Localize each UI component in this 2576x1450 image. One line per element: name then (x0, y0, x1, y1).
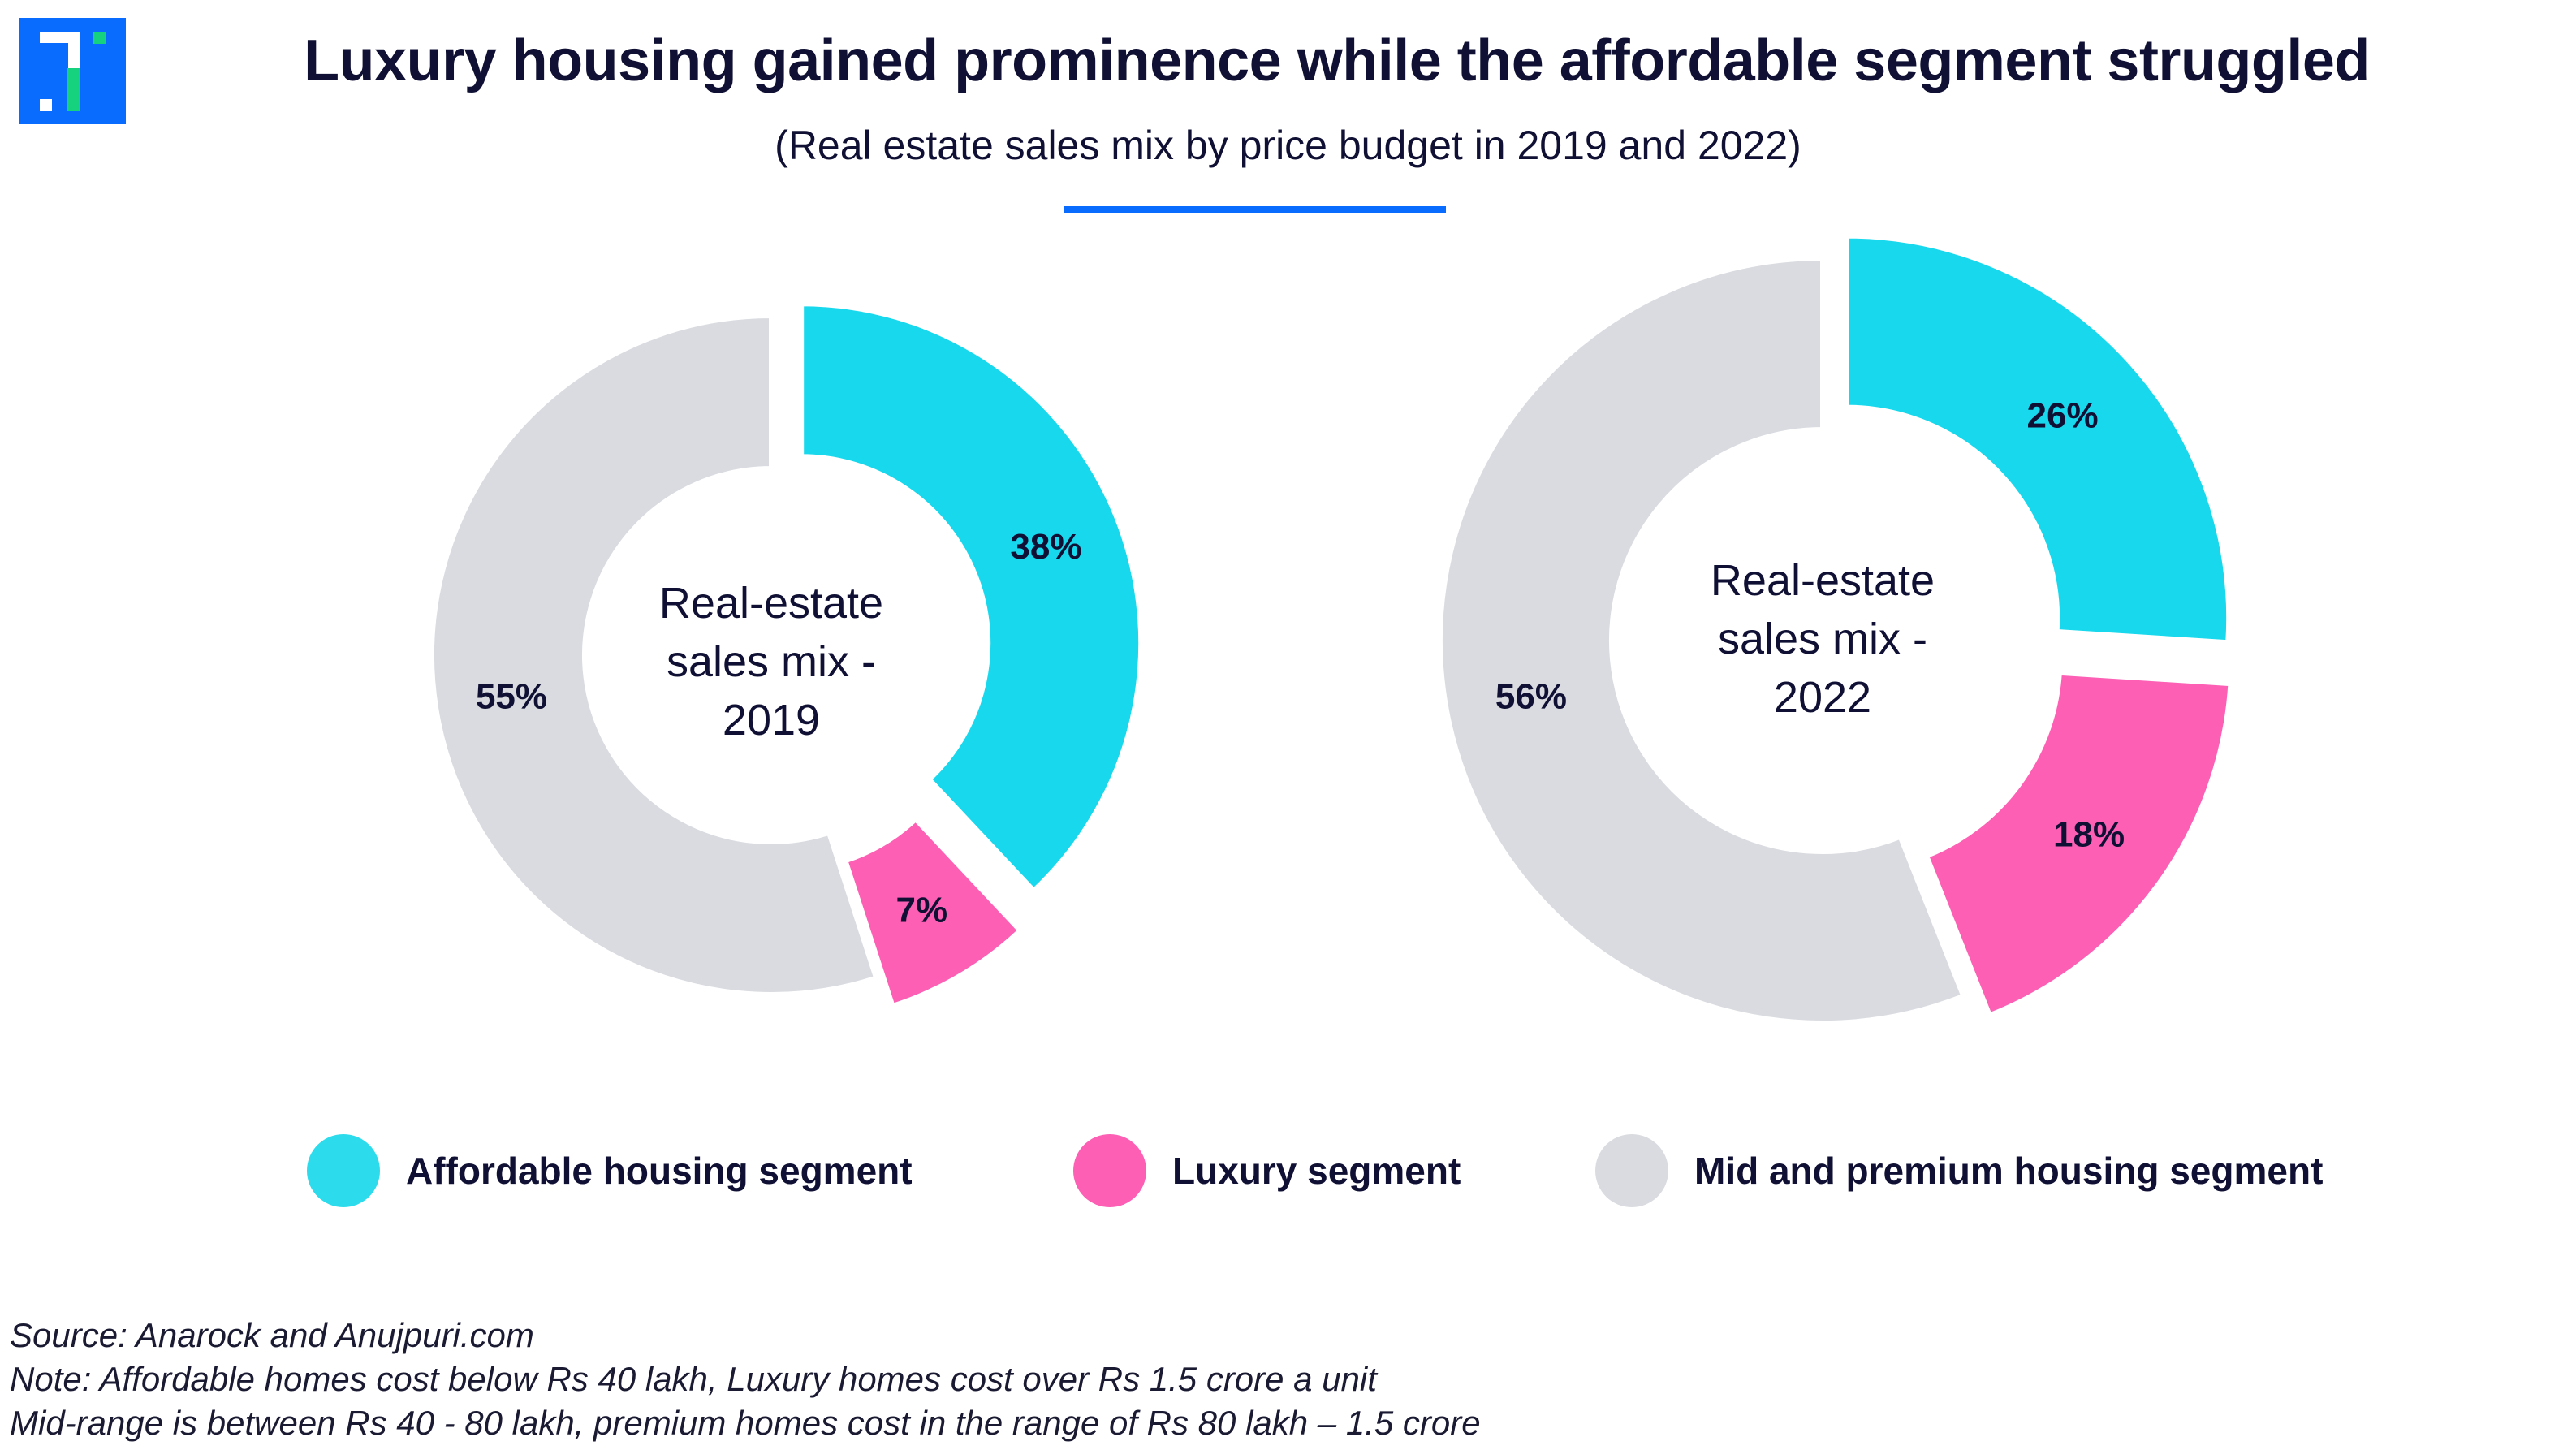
brand-logo-icon (19, 18, 126, 124)
donut-slice-luxury (1923, 670, 2233, 1019)
donut-center-label: sales mix - (1718, 615, 1927, 663)
donut-slice-affordable (799, 301, 1144, 895)
donut-2022: 26% 18% 56% Real-estate sales mix - 2022 (1437, 233, 2233, 1025)
footnotes: Source: Anarock and Anujpuri.com Note: A… (10, 1314, 1481, 1445)
legend-swatch-mid-premium (1595, 1134, 1668, 1207)
legend-swatch-affordable (307, 1134, 380, 1207)
slice-label-mid-premium: 56% (1495, 676, 1567, 716)
source-note: Source: Anarock and Anujpuri.com (10, 1316, 534, 1354)
donut-center-label: Real-estate (1711, 556, 1935, 605)
donut-slice-mid-premium (1437, 255, 1967, 1025)
donut-center-label: 2019 (723, 696, 820, 744)
legend-item-mid-premium: Mid and premium housing segment (1595, 1133, 2323, 1208)
chart-subtitle-text: (Real estate sales mix by price budget i… (775, 123, 1801, 168)
slice-label-affordable: 26% (2027, 395, 2099, 435)
donut-center-label: Real-estate (659, 579, 883, 628)
chart-title-text: Luxury housing gained prominence while t… (304, 28, 2370, 93)
donut-center-label: 2022 (1774, 673, 1871, 722)
note-line-1: Note: Affordable homes cost below Rs 40 … (10, 1360, 1377, 1398)
legend-swatch-luxury (1073, 1134, 1146, 1207)
donut-center-label: sales mix - (667, 637, 876, 686)
slice-label-luxury: 18% (2053, 814, 2125, 854)
slice-label-luxury: 7% (895, 890, 947, 930)
chart-subtitle: (Real estate sales mix by price budget i… (0, 122, 2576, 169)
legend-label-affordable: Affordable housing segment (406, 1150, 913, 1192)
donut-slice-mid-premium (429, 313, 879, 997)
chart-title: Luxury housing gained prominence while t… (0, 28, 2576, 94)
logo-shape (68, 32, 80, 71)
logo-shape (67, 68, 80, 111)
legend-label-mid-premium: Mid and premium housing segment (1694, 1150, 2324, 1192)
logo-shape (93, 32, 106, 44)
legend-item-luxury: Luxury segment (1073, 1133, 1461, 1208)
logo-shape (40, 99, 52, 111)
donut-2019: 38% 7% 55% Real-estate sales mix - 2019 (429, 301, 1144, 1009)
legend-item-affordable: Affordable housing segment (307, 1133, 913, 1208)
legend-label-luxury: Luxury segment (1172, 1150, 1461, 1192)
title-underline (1064, 206, 1446, 213)
slice-label-mid-premium: 55% (476, 677, 547, 717)
donut-slice-luxury (842, 815, 1024, 1009)
note-line-2: Mid-range is between Rs 40 - 80 lakh, pr… (10, 1404, 1481, 1442)
donut-slice-affordable (1844, 233, 2232, 645)
slice-label-affordable: 38% (1010, 527, 1081, 567)
